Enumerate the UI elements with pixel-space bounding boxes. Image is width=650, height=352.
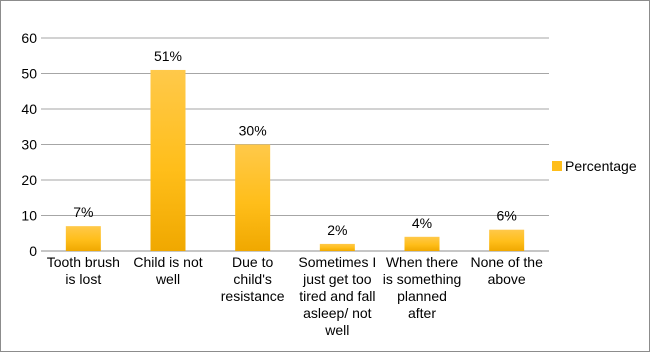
x-tick-label: Tooth brush is lost [47, 254, 120, 287]
category-labels: Tooth brush is lost Child is not well Due to… [47, 254, 543, 338]
gridlines [41, 37, 549, 252]
bar [319, 243, 355, 251]
x-tick-label: When there is something planned after [383, 254, 462, 321]
x-tick-label: Due to child's resistance [221, 254, 285, 304]
y-tick-label: 30 [21, 137, 37, 153]
y-tick-label: 60 [21, 30, 37, 46]
bar [65, 226, 101, 251]
data-label: 30% [239, 123, 267, 139]
x-tick-label: None of the above [470, 254, 543, 287]
bar [235, 144, 271, 251]
bar [489, 229, 525, 251]
x-tick-label: Child is not well [133, 254, 202, 287]
y-axis-ticks: 0 10 20 30 40 50 60 [21, 30, 37, 259]
y-tick-label: 50 [21, 66, 37, 82]
bar [150, 69, 186, 251]
legend-label: Percentage [565, 158, 637, 174]
bars [65, 69, 525, 251]
legend-swatch [552, 161, 562, 171]
data-label: 4% [412, 215, 432, 231]
data-label: 51% [154, 48, 182, 64]
y-tick-label: 40 [21, 101, 37, 117]
data-label: 7% [73, 204, 93, 220]
bar [404, 236, 440, 251]
y-tick-label: 0 [29, 243, 37, 259]
data-label: 2% [327, 222, 347, 238]
data-labels: 7% 51% 30% 2% 4% 6% [73, 48, 517, 238]
legend: Percentage [552, 158, 637, 174]
data-label: 6% [497, 208, 517, 224]
y-tick-label: 10 [21, 208, 37, 224]
y-tick-label: 20 [21, 172, 37, 188]
